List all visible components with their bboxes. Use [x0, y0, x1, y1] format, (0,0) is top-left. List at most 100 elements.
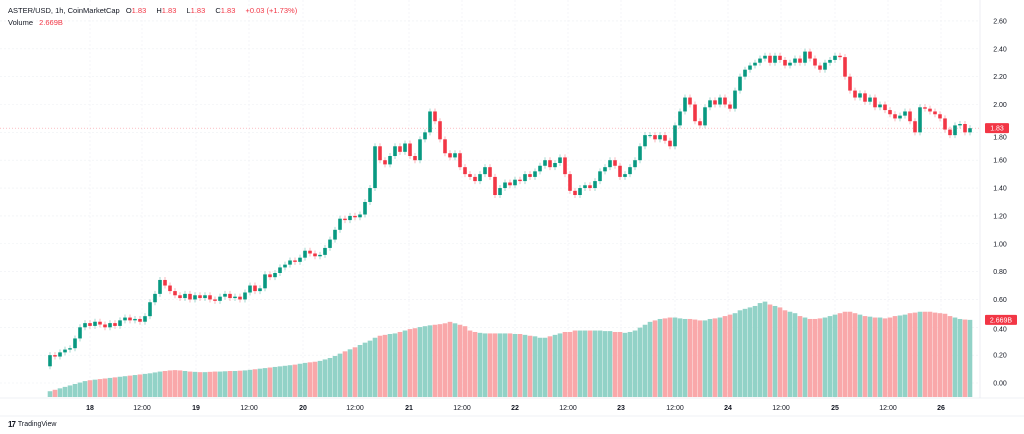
- volume-bar: [707, 318, 713, 397]
- x-tick-label: 12:00: [453, 405, 471, 412]
- y-tick-label: 1.60: [993, 158, 1007, 165]
- volume-bar: [497, 333, 503, 397]
- candle: [273, 272, 277, 278]
- volume-bar: [667, 317, 673, 397]
- candle: [298, 257, 302, 262]
- candle: [533, 171, 537, 177]
- candle: [148, 302, 152, 317]
- candle: [433, 111, 437, 122]
- candle: [868, 97, 872, 102]
- volume-bar: [742, 308, 748, 397]
- symbol-title[interactable]: ASTER/USD, 1h, CoinMarketCap: [8, 6, 120, 15]
- volume-bar: [162, 370, 168, 397]
- volume-bar: [212, 371, 218, 397]
- volume-bar: [167, 370, 173, 397]
- candle: [163, 279, 167, 286]
- volume-bar: [452, 323, 458, 397]
- volume-bar: [117, 376, 123, 397]
- volume-bar: [472, 331, 478, 397]
- ohlc-legend: ASTER/USD, 1h, CoinMarketCap O1.83 H1.83…: [8, 6, 301, 15]
- candle: [883, 104, 887, 111]
- volume-bar: [107, 377, 113, 397]
- candle: [203, 295, 207, 299]
- candle: [878, 104, 882, 108]
- candle: [538, 165, 542, 172]
- low-value: 1.83: [190, 6, 206, 15]
- volume-bar: [502, 333, 508, 397]
- candle: [723, 97, 727, 105]
- volume-bar: [957, 318, 963, 397]
- y-tick-label: 1.20: [993, 213, 1007, 220]
- candle: [248, 285, 252, 293]
- candle: [738, 76, 742, 91]
- candle: [418, 139, 422, 161]
- candle: [268, 274, 272, 278]
- volume-bar: [437, 324, 443, 397]
- volume-bar: [62, 386, 68, 397]
- candle: [388, 156, 392, 165]
- price-axis[interactable]: 2.60 2.40 2.20 2.00 1.80 1.60 1.40 1.20 1.00 0.80…: [979, 0, 1007, 398]
- volume-bar: [477, 332, 483, 397]
- volume-bar: [372, 337, 378, 397]
- volume-bar: [862, 316, 868, 397]
- x-tick-label: 12:00: [346, 405, 364, 412]
- volume-bar: [527, 335, 533, 397]
- candle: [83, 323, 87, 328]
- volume-bar: [942, 313, 948, 397]
- volume-bar: [832, 314, 838, 397]
- volume-bar: [727, 314, 733, 397]
- candle: [778, 55, 782, 60]
- volume-bar: [487, 333, 493, 397]
- volume-bar: [427, 325, 433, 397]
- high-value: 1.83: [161, 6, 177, 15]
- volume-bar: [577, 330, 583, 397]
- y-tick-label: 2.60: [993, 18, 1007, 25]
- candle: [583, 185, 587, 189]
- candle: [628, 167, 632, 175]
- volume-bar: [692, 319, 698, 397]
- volume-bar: [412, 328, 418, 397]
- low-label: L: [186, 6, 191, 15]
- candle: [888, 110, 892, 115]
- candle: [943, 118, 947, 130]
- x-tick-label: 24: [724, 405, 732, 412]
- x-tick-label: 12:00: [559, 405, 577, 412]
- candle: [88, 323, 92, 326]
- candle: [258, 288, 262, 292]
- volume-label[interactable]: Volume: [8, 18, 34, 27]
- volume-bar: [422, 326, 428, 397]
- volume-bar: [97, 379, 103, 397]
- volume-bar: [632, 330, 638, 397]
- candle: [93, 321, 97, 326]
- volume-bar: [912, 312, 918, 397]
- volume-bar: [247, 369, 253, 397]
- candle: [683, 97, 687, 112]
- volume-bar: [367, 340, 373, 397]
- candle: [518, 179, 522, 182]
- candle: [138, 318, 142, 322]
- time-axis[interactable]: 18 12:00 19 12:00 20 12:00 21 12:00 22 12:00 23 12:…: [0, 397, 1024, 417]
- candle: [343, 218, 347, 221]
- candle: [928, 108, 932, 112]
- volume-bar: [287, 365, 293, 397]
- tradingview-brand[interactable]: 17 TradingView: [8, 420, 56, 429]
- candle: [428, 111, 432, 133]
- volume-bar: [262, 368, 268, 397]
- volume-bar: [292, 364, 298, 397]
- candle: [243, 292, 247, 300]
- volume-bar: [842, 311, 848, 397]
- volume-bar: [327, 357, 333, 397]
- candle: [703, 107, 707, 126]
- candle: [593, 181, 597, 189]
- candle: [293, 260, 297, 262]
- candle: [733, 90, 737, 109]
- close-value: 1.83: [220, 6, 236, 15]
- y-tick-label: 0.20: [993, 353, 1007, 360]
- candle: [853, 90, 857, 98]
- candle: [368, 188, 372, 202]
- volume-bar: [937, 313, 943, 397]
- x-tick-label: 12:00: [666, 405, 684, 412]
- candle: [863, 93, 867, 102]
- volume-bar: [352, 347, 358, 397]
